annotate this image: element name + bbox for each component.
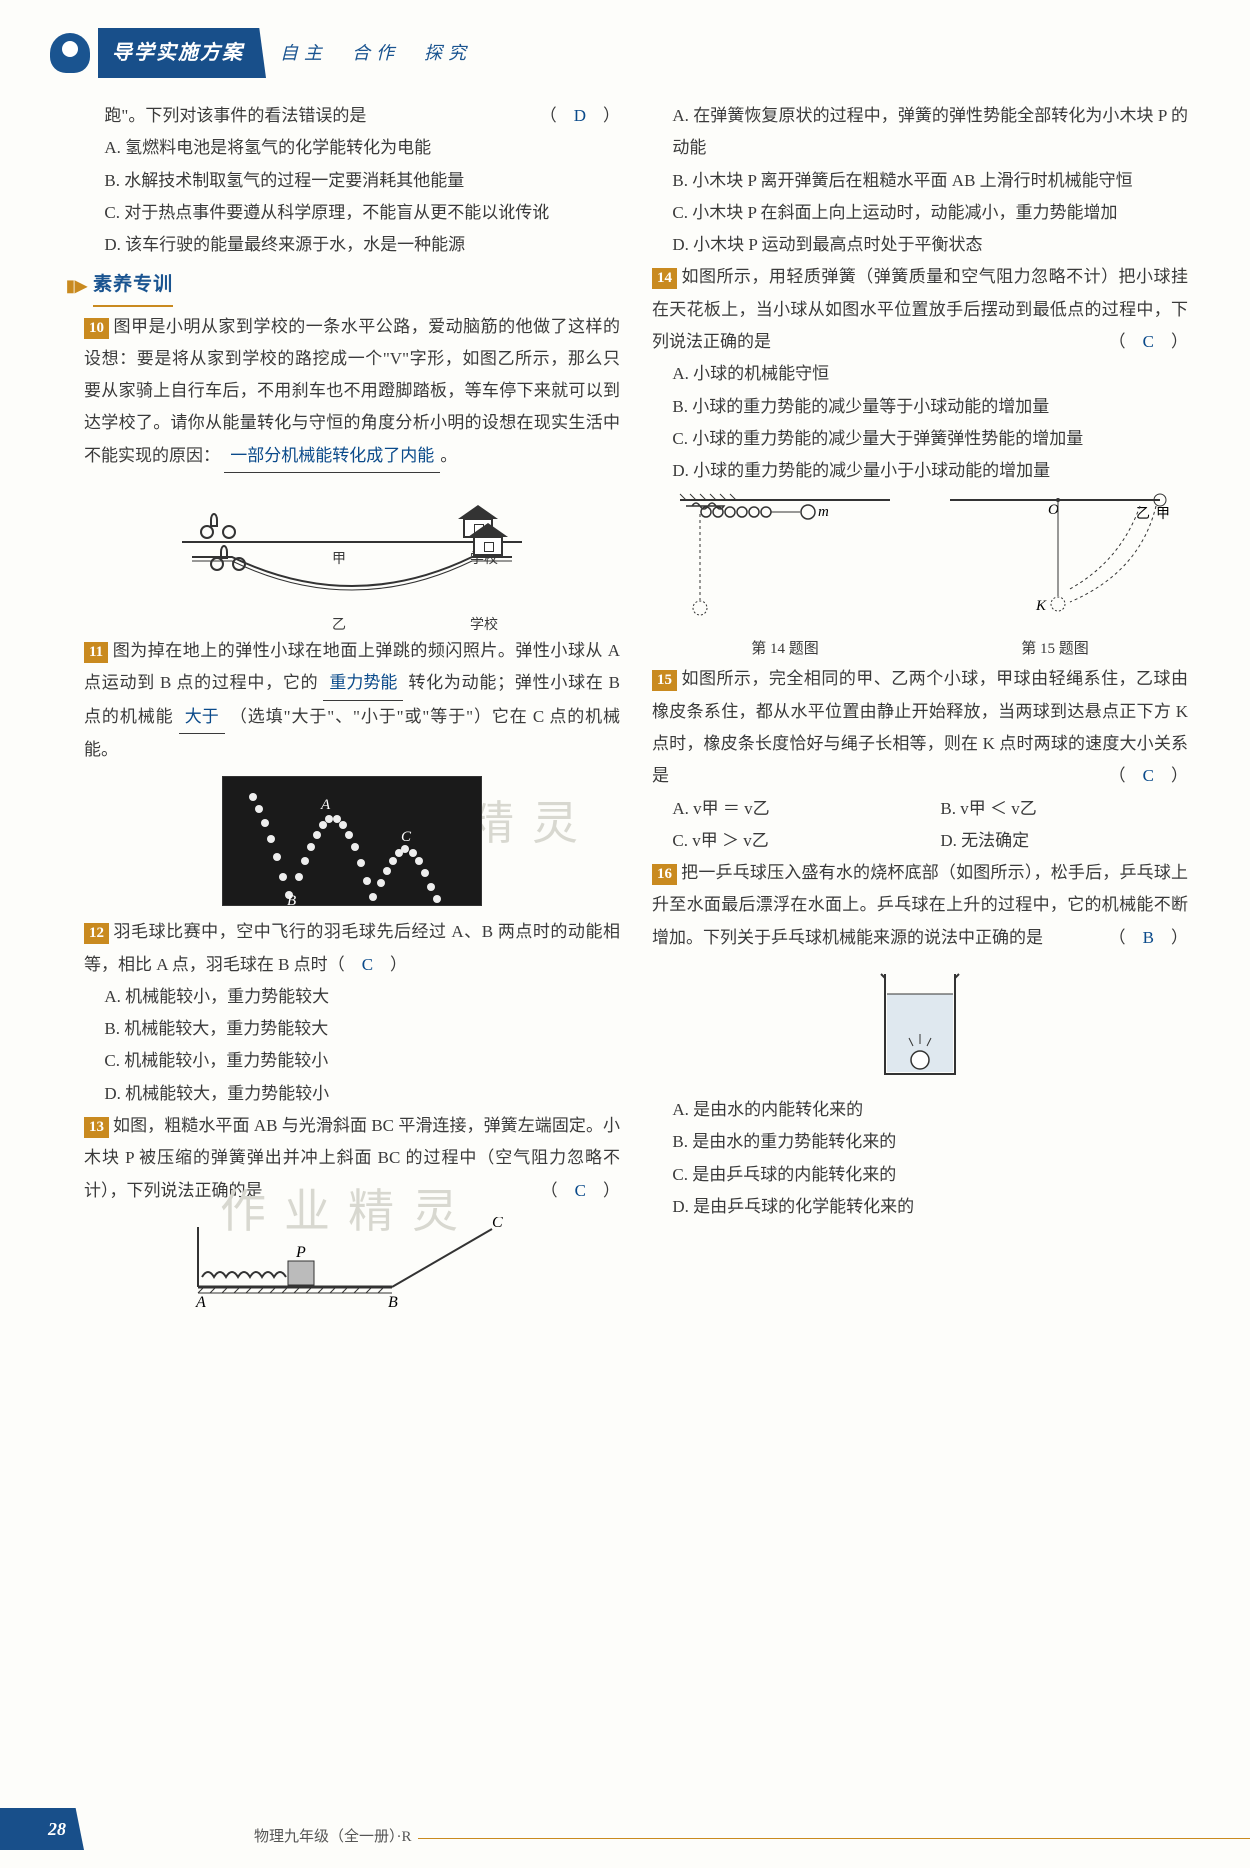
question-13: 13如图，粗糙水平面 AB 与光滑斜面 BC 平滑连接，弹簧左端固定。小木块 P… bbox=[84, 1110, 620, 1207]
q16-text: 把一乒乓球压入盛有水的烧杯底部（如图所示），松手后，乒乓球上升至水面最后漂浮在水… bbox=[652, 863, 1188, 947]
svg-text:甲: 甲 bbox=[1156, 507, 1170, 522]
page: 导学实施方案 自主 合作 探究 作业精灵 作业精灵 跑"。下列对该事件的看法错误… bbox=[0, 0, 1250, 1868]
q12-ans: C bbox=[362, 955, 373, 974]
option-c: C. 机械能较小，重力势能较小 bbox=[84, 1045, 620, 1077]
option-b: B. v甲 ＜ v乙 bbox=[920, 793, 1188, 825]
option-b: B. 小木块 P 离开弹簧后在粗糙水平面 AB 上滑行时机械能守恒 bbox=[652, 165, 1188, 197]
option-b: B. 小球的重力势能的减少量等于小球动能的增加量 bbox=[652, 391, 1188, 423]
option-d: D. 小球的重力势能的减少量小于小球动能的增加量 bbox=[652, 455, 1188, 487]
svg-text:O: O bbox=[1048, 502, 1059, 518]
option-c: C. 对于热点事件要遵从科学原理，不能盲从更不能以讹传讹 bbox=[84, 197, 620, 229]
q15-text: 如图所示，完全相同的甲、乙两个小球，甲球由轻绳系住，乙球由橡皮条系住，都从水平位… bbox=[652, 669, 1188, 785]
question-16: 16把一乒乓球压入盛有水的烧杯底部（如图所示），松手后，乒乓球上升至水面最后漂浮… bbox=[652, 857, 1188, 954]
page-header: 导学实施方案 自主 合作 探究 bbox=[50, 30, 1250, 76]
q14-q15-figures: m 第 14 题图 O bbox=[652, 488, 1188, 664]
svg-text:B: B bbox=[388, 1294, 398, 1307]
footer-book: 物理九年级（全一册）·R bbox=[254, 1823, 412, 1852]
qnum-13: 13 bbox=[84, 1117, 109, 1138]
svg-text:m: m bbox=[818, 504, 829, 520]
logo-icon bbox=[50, 33, 90, 73]
option-c: C. 小木块 P 在斜面上向上运动时，动能减小，重力势能增加 bbox=[652, 197, 1188, 229]
svg-text:C: C bbox=[492, 1217, 503, 1231]
option-d: D. 无法确定 bbox=[920, 825, 1188, 857]
option-a: A. v甲 ＝ v乙 bbox=[652, 793, 920, 825]
page-footer: 28 物理九年级（全一册）·R bbox=[0, 1808, 1250, 1850]
q11-ans2: 大于 bbox=[179, 701, 225, 734]
option-b: B. 机械能较大，重力势能较大 bbox=[84, 1013, 620, 1045]
option-d: D. 机械能较大，重力势能较小 bbox=[84, 1078, 620, 1110]
q13-ans: C bbox=[575, 1181, 586, 1200]
qnum-16: 16 bbox=[652, 864, 677, 885]
option-b: B. 水解技术制取氢气的过程一定要消耗其他能量 bbox=[84, 165, 620, 197]
section-heading: ▮▶ 素养专训 bbox=[66, 267, 620, 306]
q11-figure: A B C bbox=[84, 776, 620, 906]
option-c: C. v甲 ＞ v乙 bbox=[652, 825, 920, 857]
option-a: A. 小球的机械能守恒 bbox=[652, 358, 1188, 390]
svg-text:K: K bbox=[1035, 598, 1047, 614]
question-15: 15如图所示，完全相同的甲、乙两个小球，甲球由轻绳系住，乙球由橡皮条系住，都从水… bbox=[652, 663, 1188, 857]
section-title: 素养专训 bbox=[93, 267, 173, 306]
option-c: C. 是由乒乓球的内能转化来的 bbox=[652, 1159, 1188, 1191]
svg-text:乙: 乙 bbox=[1136, 506, 1150, 522]
option-c: C. 小球的重力势能的减少量大于弹簧弹性势能的增加量 bbox=[652, 423, 1188, 455]
q13-figure: P A B C bbox=[84, 1217, 620, 1307]
q-lead: 跑"。下列对该事件的看法错误的是 bbox=[104, 106, 366, 125]
qnum-11: 11 bbox=[84, 642, 108, 663]
option-a: A. 是由水的内能转化来的 bbox=[652, 1094, 1188, 1126]
q10-figure: 甲 学校 乙 bbox=[84, 483, 620, 619]
question-10: 10图甲是小明从家到学校的一条水平公路，爱动脑筋的他做了这样的设想：要是将从家到… bbox=[84, 311, 620, 473]
right-column: A. 在弹簧恢复原状的过程中，弹簧的弹性势能全部转化为小木块 P 的动能 B. … bbox=[652, 100, 1188, 1317]
q14-text: 如图所示，用轻质弹簧（弹簧质量和空气阻力忽略不计）把小球挂在天花板上，当小球从如… bbox=[652, 267, 1188, 351]
strobe-photo: A B C bbox=[222, 776, 482, 906]
svg-text:P: P bbox=[295, 1244, 306, 1261]
bike-icon bbox=[210, 541, 252, 571]
qnum-10: 10 bbox=[84, 318, 109, 339]
qnum-14: 14 bbox=[652, 268, 677, 289]
question-14: 14如图所示，用轻质弹簧（弹簧质量和空气阻力忽略不计）把小球挂在天花板上，当小球… bbox=[652, 261, 1188, 487]
svg-text:A: A bbox=[320, 797, 331, 813]
option-a: A. 氢燃料电池是将氢气的化学能转化为电能 bbox=[84, 132, 620, 164]
spring-figure: m bbox=[670, 492, 900, 622]
svg-text:A: A bbox=[195, 1294, 206, 1307]
qnum-12: 12 bbox=[84, 923, 109, 944]
q13-text: 如图，粗糙水平面 AB 与光滑斜面 BC 平滑连接，弹簧左端固定。小木块 P 被… bbox=[84, 1116, 620, 1200]
svg-text:B: B bbox=[287, 893, 296, 907]
q13-options: A. 在弹簧恢复原状的过程中，弹簧的弹性势能全部转化为小木块 P 的动能 B. … bbox=[652, 100, 1188, 261]
q16-options: A. 是由水的内能转化来的 B. 是由水的重力势能转化来的 C. 是由乒乓球的内… bbox=[652, 1094, 1188, 1223]
option-d: D. 小木块 P 运动到最高点时处于平衡状态 bbox=[652, 229, 1188, 261]
content-columns: 跑"。下列对该事件的看法错误的是 （ D ） A. 氢燃料电池是将氢气的化学能转… bbox=[0, 100, 1250, 1317]
arrow-icon: ▮▶ bbox=[66, 272, 87, 302]
header-banner: 导学实施方案 bbox=[98, 28, 266, 78]
question-11: 11图为掉在地上的弹性小球在地面上弹跳的频闪照片。弹性小球从 A 点运动到 B … bbox=[84, 635, 620, 766]
fig15-caption: 第 15 题图 bbox=[940, 635, 1170, 664]
fig14-caption: 第 14 题图 bbox=[670, 635, 900, 664]
qnum-15: 15 bbox=[652, 670, 677, 691]
left-column: 跑"。下列对该事件的看法错误的是 （ D ） A. 氢燃料电池是将氢气的化学能转… bbox=[84, 100, 620, 1317]
footer-rule bbox=[418, 1838, 1250, 1839]
fig-label-yi: 乙 bbox=[332, 613, 346, 640]
q12-text: 羽毛球比赛中，空中飞行的羽毛球先后经过 A、B 两点时的动能相等，相比 A 点，… bbox=[84, 922, 620, 973]
q15-ans: C bbox=[1143, 766, 1154, 785]
option-a: A. 在弹簧恢复原状的过程中，弹簧的弹性势能全部转化为小木块 P 的动能 bbox=[652, 100, 1188, 165]
q11-ans1: 重力势能 bbox=[323, 667, 403, 700]
q16-figure bbox=[652, 964, 1188, 1084]
fig-label-school: 学校 bbox=[470, 613, 498, 640]
question-12: 12羽毛球比赛中，空中飞行的羽毛球先后经过 A、B 两点时的动能相等，相比 A … bbox=[84, 916, 620, 1110]
pendulum-figure: O 乙 甲 K bbox=[940, 492, 1170, 622]
header-subtitle: 自主 合作 探究 bbox=[280, 36, 472, 70]
q14-ans: C bbox=[1143, 332, 1154, 351]
q16-ans: B bbox=[1143, 928, 1154, 947]
bike-icon bbox=[200, 509, 242, 539]
option-a: A. 机械能较小，重力势能较大 bbox=[84, 981, 620, 1013]
page-number: 28 bbox=[0, 1808, 84, 1850]
q10-answer: 一部分机械能转化成了内能 bbox=[224, 440, 440, 473]
question-continued: 跑"。下列对该事件的看法错误的是 （ D ） A. 氢燃料电池是将氢气的化学能转… bbox=[84, 100, 620, 261]
answer: D bbox=[574, 106, 586, 125]
house-icon bbox=[468, 523, 508, 557]
option-b: B. 是由水的重力势能转化来的 bbox=[652, 1126, 1188, 1158]
option-d: D. 是由乒乓球的化学能转化来的 bbox=[652, 1191, 1188, 1223]
option-d: D. 该车行驶的能量最终来源于水，水是一种能源 bbox=[84, 229, 620, 261]
svg-text:C: C bbox=[401, 829, 412, 845]
